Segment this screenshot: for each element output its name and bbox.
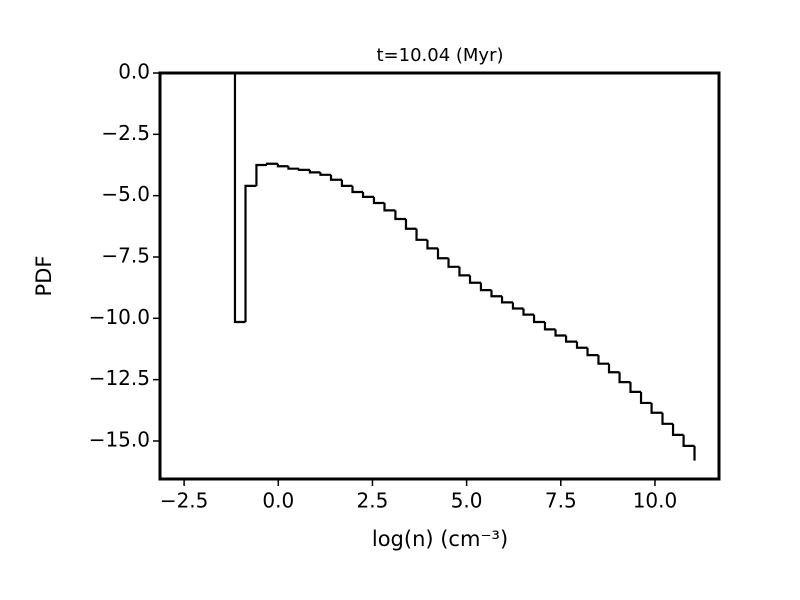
- histogram-step: [575, 341, 588, 349]
- y-tick-label: −15.0: [89, 427, 150, 451]
- x-tick-label: 7.5: [545, 489, 577, 513]
- histogram-step: [618, 372, 631, 384]
- histogram-step: [265, 162, 278, 165]
- histogram-step: [276, 163, 289, 168]
- histogram-step: [543, 321, 556, 331]
- x-tick-label: 5.0: [451, 489, 483, 513]
- histogram-step: [532, 314, 545, 324]
- histogram-step: [404, 218, 417, 230]
- histogram-step: [394, 210, 406, 221]
- histogram-step: [629, 382, 642, 394]
- histogram-step: [458, 266, 471, 277]
- x-tick-label: 0.0: [262, 489, 294, 513]
- histogram-step: [244, 184, 257, 322]
- y-tick-label: −5.0: [101, 182, 150, 206]
- histogram-step: [329, 174, 342, 181]
- histogram-step: [340, 179, 353, 187]
- histogram-step: [351, 185, 364, 194]
- histogram-step: [639, 391, 652, 405]
- y-tick-label: −7.5: [101, 243, 150, 267]
- histogram-step: [255, 163, 267, 186]
- histogram-step: [361, 191, 374, 198]
- x-tick-label: 2.5: [357, 489, 389, 513]
- histogram-step: [415, 228, 428, 241]
- histogram-step: [436, 248, 449, 260]
- y-tick-label: −12.5: [89, 366, 150, 390]
- histogram-step: [287, 166, 299, 170]
- histogram-step: [426, 239, 438, 250]
- x-axis-label: log(n) (cm⁻³): [372, 527, 508, 551]
- histogram-step: [650, 402, 663, 414]
- histogram-step: [490, 290, 503, 298]
- histogram-step: [554, 329, 567, 337]
- histogram-step: [522, 308, 535, 316]
- histogram-step: [468, 275, 481, 284]
- y-tick-label: −10.0: [89, 305, 150, 329]
- x-tick-label: −2.5: [160, 489, 209, 513]
- histogram-step: [597, 355, 610, 365]
- histogram-step: [479, 282, 492, 292]
- y-axis-label: PDF: [32, 256, 56, 297]
- histogram-step: [308, 169, 321, 174]
- histogram-step: [511, 302, 524, 310]
- histogram-step: [319, 172, 332, 176]
- histogram-step: [372, 196, 385, 205]
- plot-frame: [158, 71, 721, 481]
- chart-title: t=10.04 (Myr): [376, 45, 503, 66]
- histogram-step: [233, 73, 246, 324]
- histogram-step: [682, 434, 695, 447]
- histogram-step: [383, 203, 396, 212]
- histogram-step: [447, 258, 460, 268]
- histogram-step: [671, 423, 684, 436]
- histogram-step: [661, 412, 674, 425]
- y-tick-label: −2.5: [101, 121, 150, 145]
- y-tick-label: 0.0: [118, 60, 150, 84]
- histogram-step: [500, 296, 513, 304]
- histogram-step: [297, 168, 310, 171]
- histogram-step: [564, 335, 577, 343]
- x-tick-label: 10.0: [633, 489, 678, 513]
- histogram-step: [607, 363, 620, 374]
- histogram-step: [586, 347, 599, 357]
